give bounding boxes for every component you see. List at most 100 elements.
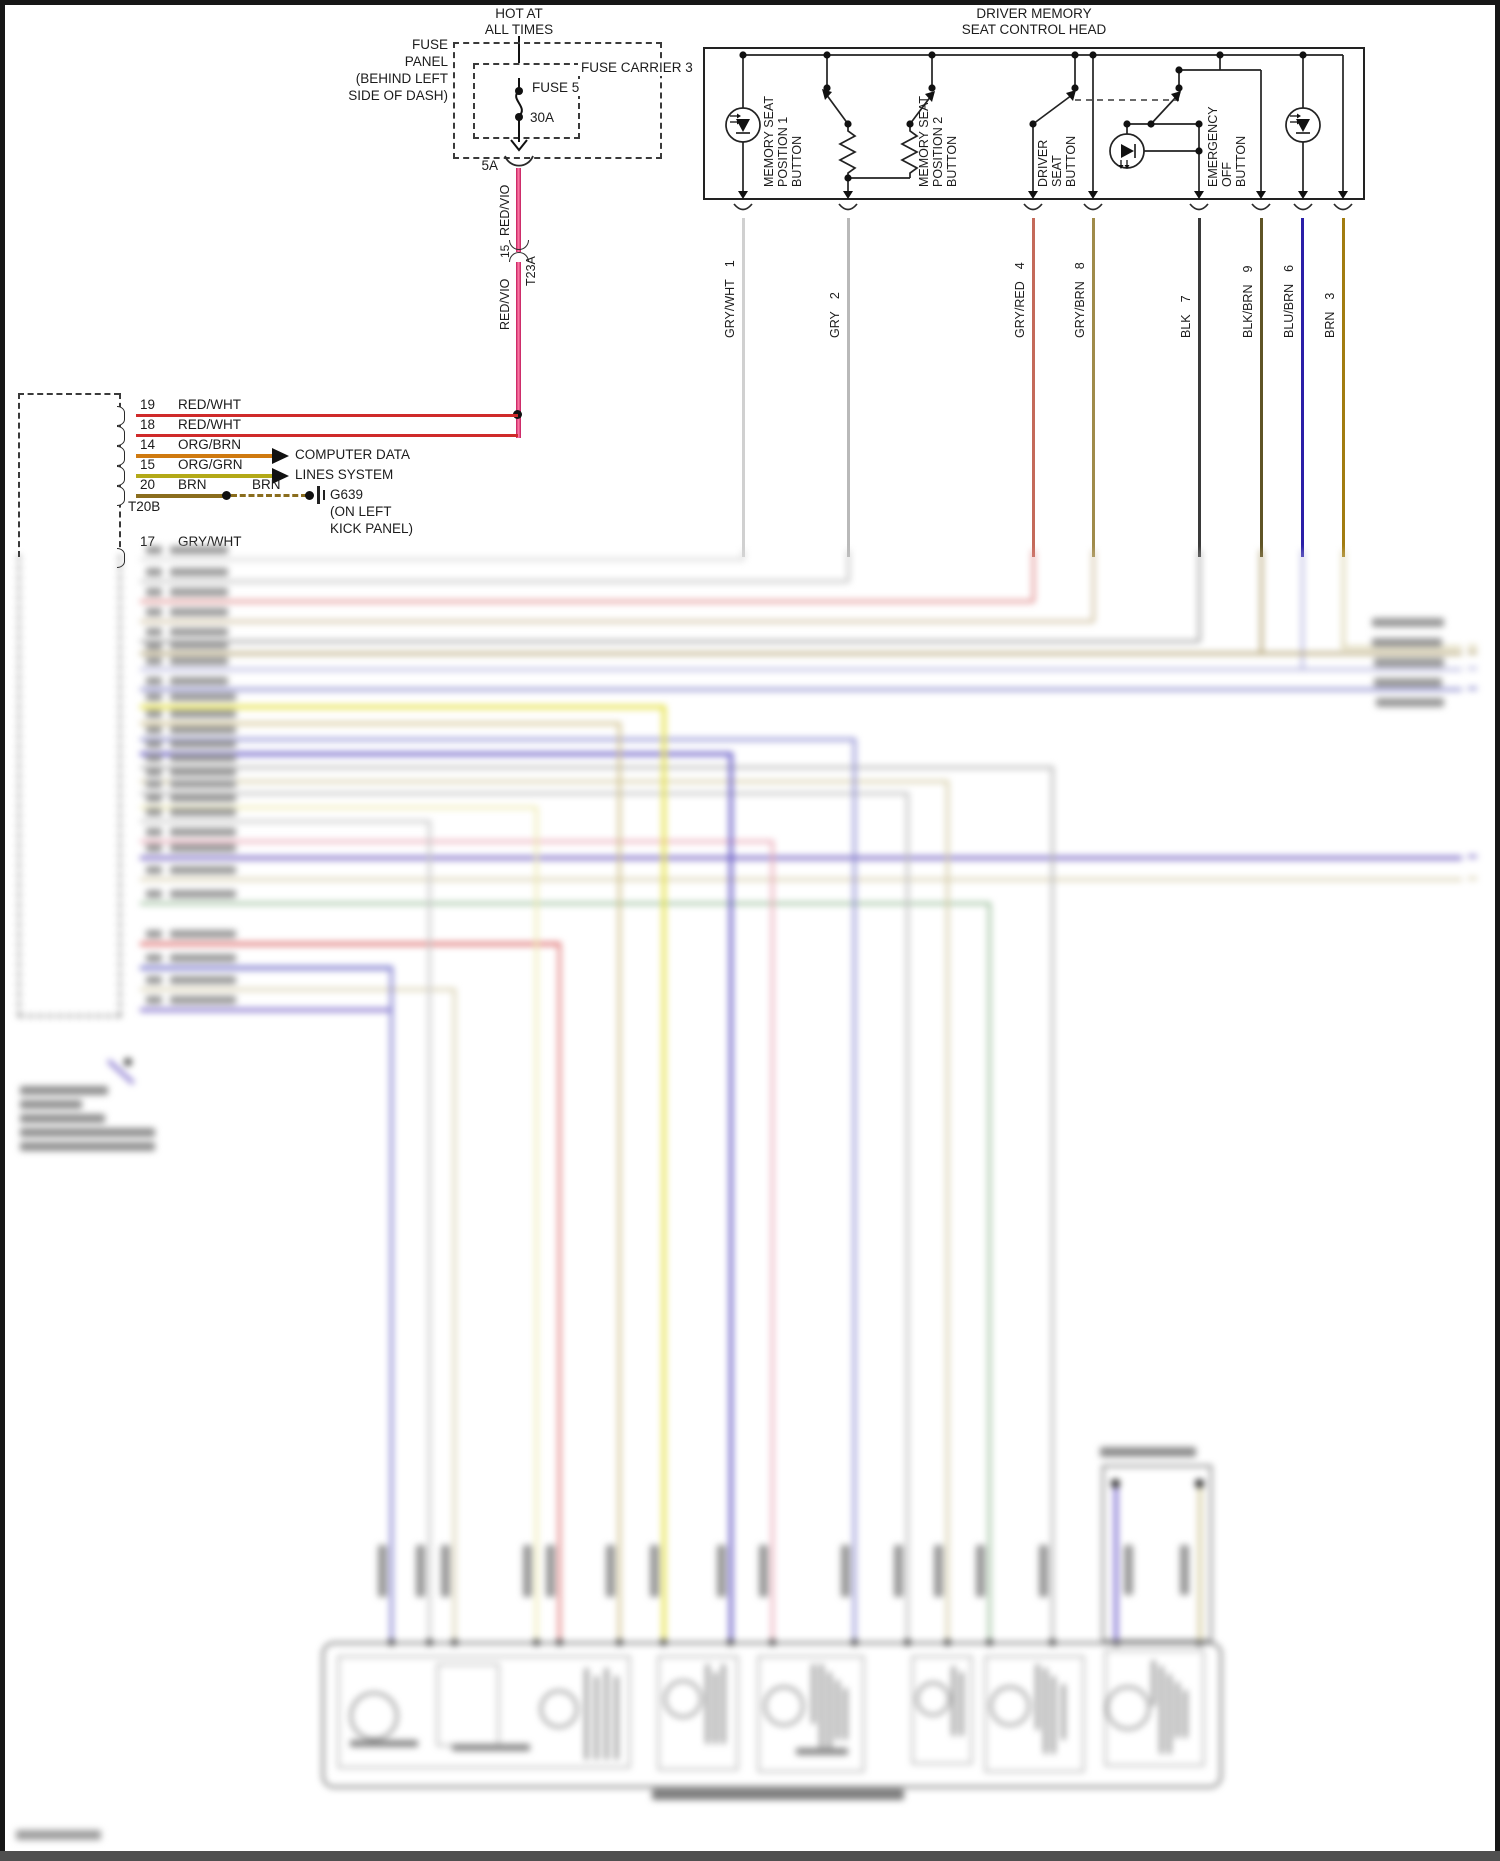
blurred-wire [1341, 550, 1345, 648]
blurred-wire [140, 856, 1462, 860]
red-vio-wire-lower [516, 262, 521, 438]
button1-line1: MEMORY SEAT [762, 96, 776, 187]
blurred-label [1374, 658, 1444, 667]
fuse-rating-label: 30A [530, 110, 555, 125]
brn-dashed-label: BRN [252, 477, 281, 492]
blurred-wire [558, 942, 561, 1643]
control-head-title: DRIVER MEMORY SEAT CONTROL HEAD [961, 6, 1107, 37]
wire-blk [1197, 218, 1201, 557]
wire-org-brn [136, 454, 272, 458]
blurred-wire [140, 688, 1462, 691]
junction-dots [739, 51, 1307, 182]
ground-location2: KICK PANEL) [330, 521, 414, 536]
blurred-wire [662, 705, 666, 1643]
blurred-wire [428, 820, 431, 1643]
fuse-carrier-box [473, 63, 580, 139]
wire-gry [846, 218, 850, 557]
wire-brn-dashed [231, 494, 307, 497]
blurred-wire [1300, 550, 1304, 670]
blurred-wire [140, 722, 620, 725]
blurred-wire [1197, 550, 1201, 642]
blurred-wire [140, 902, 990, 905]
control-head-box [703, 47, 1365, 200]
blurred-component-box [1102, 1465, 1212, 1642]
fuse-name-label: FUSE 5 [530, 80, 582, 96]
connector-box-top [18, 393, 120, 395]
button1-line2: POSITION 1 [776, 117, 790, 187]
power-label-line1: HOT AT [495, 6, 543, 21]
page-border-bottom [0, 1851, 1500, 1861]
blurred-wire [771, 840, 774, 1643]
page-border-left [0, 0, 5, 1861]
blurred-wire [140, 652, 1462, 655]
fuse-panel-box [453, 42, 662, 159]
blurred-text-line [20, 1128, 155, 1137]
wire-gry-red [1031, 218, 1035, 557]
splice-dot-brn [222, 491, 231, 500]
blurred-wire [1468, 645, 1477, 648]
blurred-wire [140, 792, 908, 795]
blurred-motor [350, 1692, 398, 1740]
blurred-label [1374, 678, 1442, 687]
blurred-wire [906, 792, 909, 1643]
button2-line3: BUTTON [945, 136, 959, 187]
pin18-number: 18 [140, 417, 156, 432]
blurred-wire [1198, 1482, 1202, 1640]
page-border-top [0, 0, 1500, 5]
blurred-wire [853, 738, 856, 1643]
blurred-wire [1468, 651, 1477, 654]
pin19-color: RED/WHT [178, 397, 241, 412]
wire-brn [1341, 218, 1345, 557]
data-line-arrow-icon [272, 448, 289, 464]
button3-line3: BUTTON [1064, 136, 1078, 187]
ground-bar2-icon [323, 490, 325, 500]
blurred-wire [1468, 667, 1477, 670]
blurred-text-line [20, 1114, 105, 1123]
connector-name-t20b: T20B [128, 499, 161, 514]
ground-bar-icon [317, 486, 320, 504]
blurred-wire [988, 902, 991, 1643]
control-head-wiring [742, 54, 1344, 192]
button4-line3: BUTTON [1234, 136, 1248, 187]
button4-line2: OFF [1220, 162, 1234, 187]
blurred-wire [390, 966, 393, 1643]
blurred-caption [652, 1789, 904, 1800]
blurred-motor [990, 1686, 1030, 1726]
wire-blk-brn [1259, 218, 1263, 557]
blurred-wire [1091, 550, 1095, 622]
button1-line3: BUTTON [790, 136, 804, 187]
blurred-wire [1341, 646, 1462, 649]
data-line-arrow2-icon [272, 468, 289, 484]
blurred-label [1372, 638, 1442, 647]
blurred-wire [140, 1008, 392, 1012]
memory-led-icon [725, 107, 761, 143]
lines-system-label: LINES SYSTEM [295, 467, 394, 482]
blurred-wire [140, 668, 1462, 671]
blurred-motor [664, 1680, 702, 1718]
blurred-wire [453, 988, 456, 1643]
blurred-wire [1114, 1482, 1118, 1640]
blurred-motor [1106, 1686, 1150, 1730]
blurred-motor [916, 1682, 950, 1716]
computer-data-label: COMPUTER DATA [295, 447, 411, 462]
power-source-label: HOT AT ALL TIMES [449, 6, 589, 38]
blurred-wire [140, 580, 848, 583]
blurred-wire [140, 878, 1462, 881]
blurred-wire [140, 820, 430, 823]
blurred-wire [140, 705, 664, 709]
button4-line1: EMERGENCY [1206, 106, 1220, 187]
blurred-label [1376, 698, 1444, 707]
wire-org-grn [136, 474, 272, 478]
blurred-wire [741, 550, 745, 560]
button2-line1: MEMORY SEAT [917, 96, 931, 187]
blurred-connector-right [119, 555, 121, 1017]
blurred-wire [140, 558, 743, 561]
switch-blade-arrows [822, 89, 1181, 102]
fuse-panel-label: FUSE PANEL (BEHIND LEFT SIDE OF DASH) [348, 37, 448, 103]
blurred-label [1100, 1447, 1196, 1457]
blurred-wire [946, 780, 949, 1643]
page-border-right [1495, 0, 1500, 1861]
fuse-symbol [504, 78, 534, 167]
down-arrow-icon [510, 139, 528, 152]
ground-location1: (ON LEFT [330, 504, 392, 519]
